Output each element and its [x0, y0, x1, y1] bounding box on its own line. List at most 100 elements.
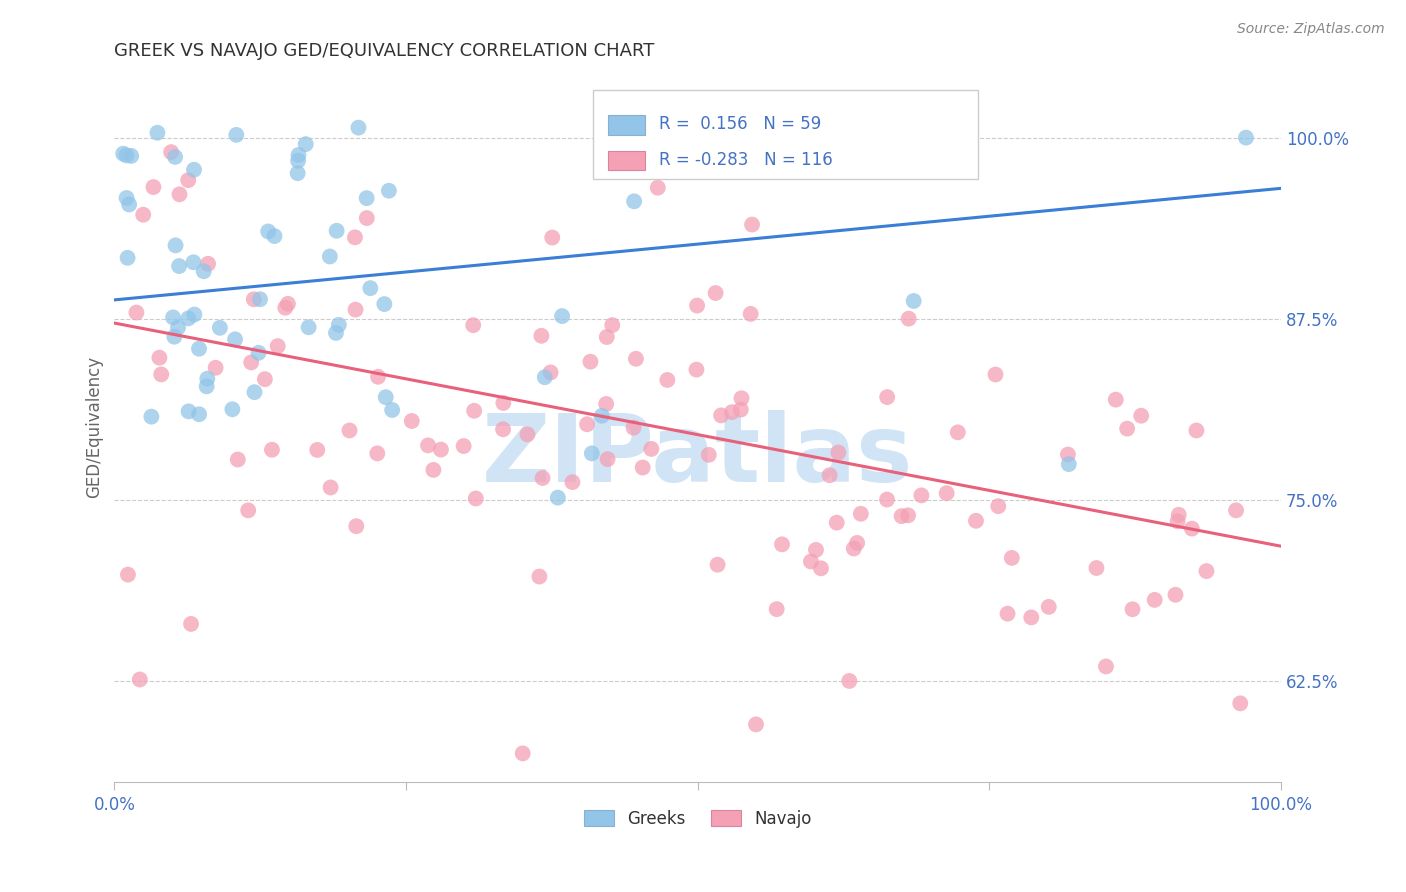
- Point: [319, 250, 342, 264]
- Point: [115, 191, 138, 205]
- Point: [165, 238, 187, 252]
- Point: [581, 446, 603, 460]
- Point: [529, 569, 551, 583]
- Point: [800, 554, 823, 568]
- Point: [374, 390, 396, 404]
- Point: [120, 149, 142, 163]
- Point: [401, 414, 423, 428]
- Point: [710, 409, 733, 423]
- Point: [453, 439, 475, 453]
- Point: [1195, 564, 1218, 578]
- Point: [117, 567, 139, 582]
- Point: [1001, 550, 1024, 565]
- Point: [169, 187, 191, 202]
- Point: [257, 224, 280, 238]
- Point: [965, 514, 987, 528]
- Point: [946, 425, 969, 440]
- Point: [765, 602, 787, 616]
- Point: [287, 153, 309, 168]
- Point: [547, 491, 569, 505]
- FancyBboxPatch shape: [607, 151, 645, 170]
- Y-axis label: GED/Equivalency: GED/Equivalency: [86, 356, 103, 499]
- Point: [307, 442, 329, 457]
- Point: [997, 607, 1019, 621]
- Point: [243, 385, 266, 400]
- Point: [740, 307, 762, 321]
- Point: [287, 166, 309, 180]
- Point: [148, 351, 170, 365]
- Point: [253, 372, 276, 386]
- Point: [328, 318, 350, 332]
- Point: [167, 320, 190, 334]
- Point: [876, 390, 898, 404]
- Point: [430, 442, 453, 457]
- Point: [492, 396, 515, 410]
- Point: [177, 173, 200, 187]
- Point: [463, 404, 485, 418]
- Point: [247, 346, 270, 360]
- Point: [849, 507, 872, 521]
- Point: [741, 218, 763, 232]
- Point: [810, 561, 832, 575]
- Point: [685, 362, 707, 376]
- Point: [188, 342, 211, 356]
- Point: [897, 508, 920, 523]
- Point: [240, 355, 263, 369]
- Point: [704, 286, 727, 301]
- Point: [132, 208, 155, 222]
- Point: [1116, 422, 1139, 436]
- Point: [540, 366, 562, 380]
- Point: [162, 310, 184, 325]
- Point: [686, 299, 709, 313]
- Point: [183, 308, 205, 322]
- Point: [117, 251, 139, 265]
- Point: [935, 486, 957, 500]
- Point: [516, 427, 538, 442]
- Point: [551, 309, 574, 323]
- Point: [512, 747, 534, 761]
- Point: [416, 438, 439, 452]
- Point: [294, 137, 316, 152]
- Point: [561, 475, 583, 489]
- Point: [225, 128, 247, 142]
- Point: [204, 360, 226, 375]
- Point: [373, 297, 395, 311]
- Point: [721, 405, 744, 419]
- Point: [195, 372, 218, 386]
- Point: [1167, 508, 1189, 522]
- Point: [180, 616, 202, 631]
- Point: [576, 417, 599, 432]
- Point: [1095, 659, 1118, 673]
- Point: [188, 407, 211, 421]
- Legend: Greeks, Navajo: Greeks, Navajo: [578, 803, 818, 834]
- Point: [339, 424, 361, 438]
- Point: [1038, 599, 1060, 614]
- Point: [277, 297, 299, 311]
- Point: [195, 379, 218, 393]
- Point: [838, 673, 860, 688]
- Point: [366, 446, 388, 460]
- Point: [533, 370, 555, 384]
- Point: [531, 471, 554, 485]
- Point: [263, 229, 285, 244]
- Point: [1143, 592, 1166, 607]
- Point: [381, 403, 404, 417]
- Point: [706, 558, 728, 572]
- Point: [224, 332, 246, 346]
- Point: [1225, 503, 1247, 517]
- Point: [359, 281, 381, 295]
- Point: [226, 452, 249, 467]
- Point: [591, 409, 613, 423]
- Point: [1234, 130, 1257, 145]
- FancyBboxPatch shape: [593, 90, 977, 179]
- Point: [846, 536, 869, 550]
- Point: [325, 224, 347, 238]
- Point: [165, 150, 187, 164]
- Point: [579, 354, 602, 368]
- Point: [825, 516, 848, 530]
- Point: [343, 230, 366, 244]
- Point: [1185, 424, 1208, 438]
- Point: [818, 468, 841, 483]
- Point: [623, 420, 645, 434]
- Point: [730, 402, 752, 417]
